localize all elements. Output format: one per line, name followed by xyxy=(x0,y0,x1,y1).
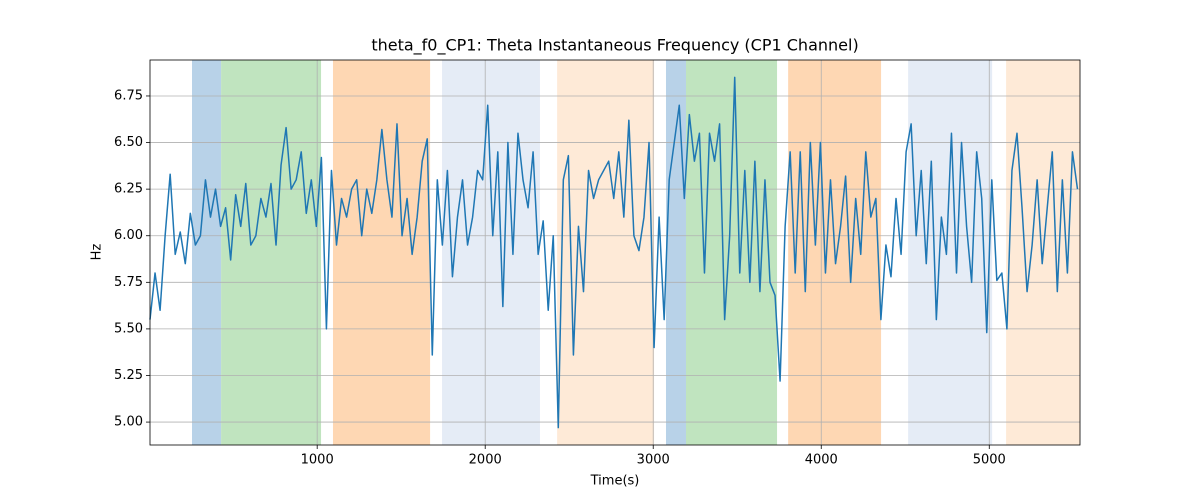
plot-frame xyxy=(149,59,1081,446)
y-tick-label: 6.75 xyxy=(114,88,143,103)
y-tick-label: 5.75 xyxy=(114,275,143,290)
y-tick-label: 5.25 xyxy=(114,368,143,383)
y-tick-label: 6.25 xyxy=(114,182,143,197)
x-tick-label: 4000 xyxy=(805,453,838,468)
y-tick-label: 5.00 xyxy=(114,415,143,430)
y-tick-label: 6.50 xyxy=(114,135,143,150)
y-tick-label: 5.50 xyxy=(114,321,143,336)
spans xyxy=(192,60,1080,445)
y-axis-label: Hz xyxy=(90,244,105,261)
shaded-span xyxy=(685,60,778,445)
x-tick-label: 1000 xyxy=(301,453,334,468)
shaded-span xyxy=(908,60,993,445)
shaded-span xyxy=(221,60,322,445)
shaded-span xyxy=(332,60,431,445)
x-tick-label: 3000 xyxy=(637,453,670,468)
shaded-span xyxy=(442,60,540,445)
x-tick-label: 2000 xyxy=(469,453,502,468)
x-tick-label: 5000 xyxy=(973,453,1006,468)
shaded-span xyxy=(665,60,686,445)
shaded-span xyxy=(557,60,655,445)
shaded-span xyxy=(192,60,222,445)
x-axis-label: Time(s) xyxy=(590,474,640,489)
data-line xyxy=(149,76,1079,429)
y-tick-label: 6.00 xyxy=(114,228,143,243)
chart-title: theta_f0_CP1: Theta Instantaneous Freque… xyxy=(371,36,858,56)
plot xyxy=(149,76,1079,429)
